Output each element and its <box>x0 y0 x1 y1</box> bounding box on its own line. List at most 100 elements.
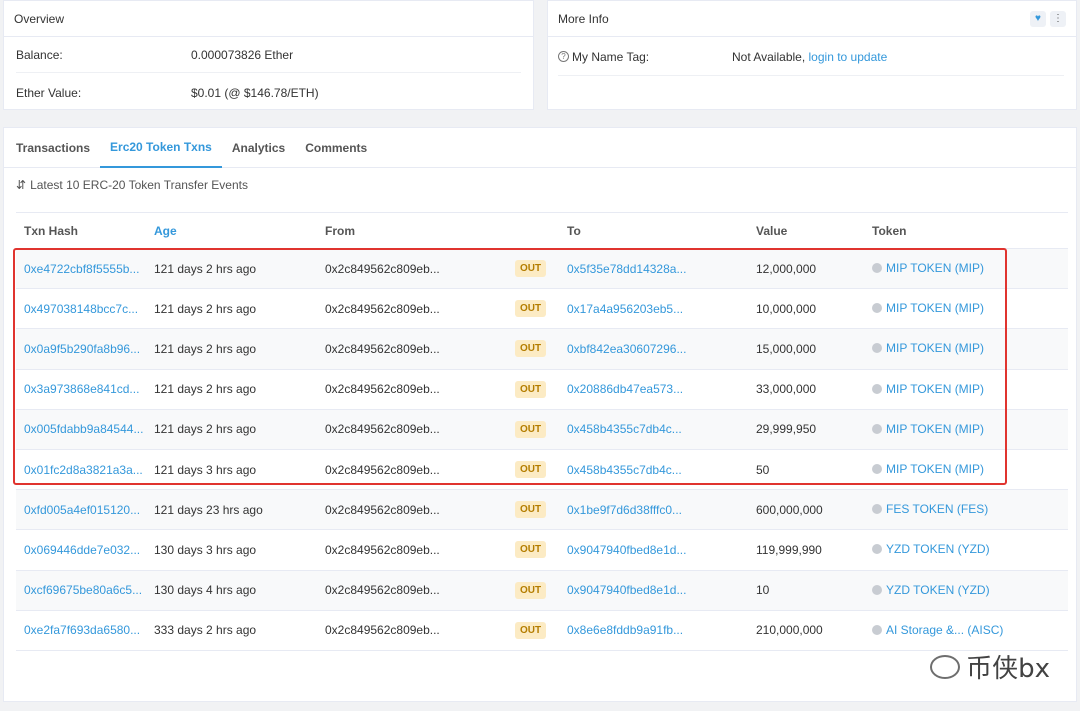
txn-hash-link[interactable]: 0x01fc2d8a3821a3a... <box>24 462 143 477</box>
age-cell-cell: 121 days 3 hrs ago <box>146 449 317 491</box>
to-address-link[interactable]: 0x1be9f7d6d38fffc0... <box>567 502 682 517</box>
heart-icon[interactable]: ♥ <box>1030 10 1046 27</box>
value-cell-cell: 15,000,000 <box>748 328 864 370</box>
direction-badge: OUT <box>515 420 547 438</box>
to-address-link[interactable]: 0x5f35e78dd14328a... <box>567 261 687 276</box>
from-address: 0x2c849562c809eb... <box>325 583 440 598</box>
table-header-row: Txn Hash Age From To Value Token <box>16 212 1068 249</box>
table-row: 0x069446dde7e032... 130 days 3 hrs ago 0x2… <box>16 529 1068 571</box>
to-address-link[interactable]: 0x17a4a956203eb5... <box>567 301 684 316</box>
txn-hash-link-cell: 0x069446dde7e032... <box>16 529 146 571</box>
tab-bar: Transactions Erc20 Token Txns Analytics … <box>4 128 1076 168</box>
token-name[interactable]: YZD TOKEN (YZD) <box>886 542 990 557</box>
value-cell: 10,000,000 <box>756 301 817 316</box>
name-tag-row: ? My Name Tag: Not Available, login to u… <box>558 38 1064 76</box>
token-name[interactable]: MIP TOKEN (MIP) <box>886 381 985 396</box>
token-link[interactable]: AI Storage &... (AISC) <box>872 623 1003 637</box>
tab-comments[interactable]: Comments <box>305 141 368 155</box>
to-address-link-cell: 0x8e6e8fddb9a91fb... <box>559 610 748 651</box>
ether-value-label: Ether Value: <box>16 86 82 100</box>
to-address-link[interactable]: 0xbf842ea30607296... <box>567 341 687 356</box>
txn-hash-link[interactable]: 0x0a9f5b290fa8b96... <box>24 341 141 356</box>
direction-badge-cell: OUT <box>507 610 559 651</box>
token-link-cell: FES TOKEN (FES) <box>864 489 1068 531</box>
age-cell: 121 days 23 hrs ago <box>154 502 263 517</box>
token-link[interactable]: YZD TOKEN (YZD) <box>872 542 990 556</box>
token-link[interactable]: MIP TOKEN (MIP) <box>872 301 984 315</box>
ether-value-row: Ether Value: $0.01 (@ $146.78/ETH) <box>16 75 521 111</box>
tab-analytics[interactable]: Analytics <box>231 141 286 155</box>
value-cell: 210,000,000 <box>756 623 823 638</box>
to-address-link[interactable]: 0x9047940fbed8e1d... <box>567 583 687 598</box>
token-name[interactable]: MIP TOKEN (MIP) <box>886 421 985 436</box>
token-link[interactable]: MIP TOKEN (MIP) <box>872 261 984 275</box>
direction-badge-cell: OUT <box>507 288 559 330</box>
token-name[interactable]: MIP TOKEN (MIP) <box>886 462 985 477</box>
tab-transactions[interactable]: Transactions <box>16 141 91 155</box>
to-address-link[interactable]: 0x458b4355c7db4c... <box>567 422 682 437</box>
more-vertical-icon[interactable]: ⋮ <box>1050 10 1066 27</box>
token-name[interactable]: MIP TOKEN (MIP) <box>886 341 985 356</box>
header-age[interactable]: Age <box>146 212 317 249</box>
from-address-cell: 0x2c849562c809eb... <box>317 409 507 450</box>
age-cell-cell: 121 days 2 hrs ago <box>146 288 317 330</box>
txn-hash-link[interactable]: 0x069446dde7e032... <box>24 542 141 557</box>
login-to-update-link[interactable]: login to update <box>808 49 888 64</box>
token-link[interactable]: MIP TOKEN (MIP) <box>872 382 984 396</box>
token-coin-icon <box>872 464 882 475</box>
direction-badge-cell: OUT <box>507 489 559 531</box>
token-link[interactable]: MIP TOKEN (MIP) <box>872 422 984 436</box>
txn-hash-link[interactable]: 0xe4722cbf8f5555b... <box>24 261 140 276</box>
table-row: 0xe4722cbf8f5555b... 121 days 2 hrs ago 0x… <box>16 248 1068 290</box>
txn-hash-link[interactable]: 0x005fdabb9a84544... <box>24 422 144 437</box>
value-cell-cell: 210,000,000 <box>748 610 864 651</box>
token-name[interactable]: MIP TOKEN (MIP) <box>886 301 985 316</box>
to-address-link-cell: 0x458b4355c7db4c... <box>559 449 748 491</box>
tab-erc20-token-txns[interactable]: Erc20 Token Txns <box>100 128 222 168</box>
txn-hash-link[interactable]: 0xfd005a4ef015120... <box>24 502 141 517</box>
txn-hash-link[interactable]: 0x3a973868e841cd... <box>24 382 140 397</box>
token-name[interactable]: MIP TOKEN (MIP) <box>886 261 985 276</box>
direction-badge: OUT <box>515 621 547 639</box>
token-link[interactable]: YZD TOKEN (YZD) <box>872 583 990 597</box>
token-coin-icon <box>872 303 882 314</box>
watermark-text: 币侠bx <box>966 654 1050 684</box>
from-address: 0x2c849562c809eb... <box>325 301 440 316</box>
token-coin-icon <box>872 343 882 354</box>
direction-badge-cell: OUT <box>507 409 559 450</box>
from-address-cell: 0x2c849562c809eb... <box>317 570 507 611</box>
token-link[interactable]: MIP TOKEN (MIP) <box>872 341 984 355</box>
token-coin-icon <box>872 584 882 595</box>
age-cell-cell: 121 days 2 hrs ago <box>146 369 317 410</box>
name-tag-label-wrap: ? My Name Tag: <box>558 50 732 64</box>
to-address-link[interactable]: 0x458b4355c7db4c... <box>567 462 682 477</box>
txn-hash-link[interactable]: 0xcf69675be80a6c5... <box>24 583 143 598</box>
txn-hash-link[interactable]: 0x497038148bcc7c... <box>24 301 139 316</box>
token-link[interactable]: MIP TOKEN (MIP) <box>872 462 984 476</box>
age-cell: 121 days 2 hrs ago <box>154 261 257 276</box>
token-name[interactable]: YZD TOKEN (YZD) <box>886 582 990 597</box>
to-address-link[interactable]: 0x8e6e8fddb9a91fb... <box>567 623 684 638</box>
table-row: 0x497038148bcc7c... 121 days 2 hrs ago 0x2… <box>16 288 1068 330</box>
to-address-link-cell: 0x20886db47ea573... <box>559 369 748 410</box>
to-address-link-cell: 0x17a4a956203eb5... <box>559 288 748 330</box>
age-cell-cell: 121 days 2 hrs ago <box>146 409 317 450</box>
from-address-cell: 0x2c849562c809eb... <box>317 328 507 370</box>
token-name[interactable]: AI Storage &... (AISC) <box>886 622 1004 637</box>
to-address-link-cell: 0x5f35e78dd14328a... <box>559 248 748 290</box>
to-address-link-cell: 0x9047940fbed8e1d... <box>559 570 748 611</box>
token-link[interactable]: FES TOKEN (FES) <box>872 502 988 516</box>
age-cell: 333 days 2 hrs ago <box>154 623 257 638</box>
token-coin-icon <box>872 504 882 515</box>
token-name[interactable]: FES TOKEN (FES) <box>886 502 989 517</box>
value-cell: 33,000,000 <box>756 382 817 397</box>
more-info-header: More Info ♥ ⋮ <box>548 1 1076 37</box>
txn-hash-link[interactable]: 0xe2fa7f693da6580... <box>24 623 141 638</box>
more-info-actions: ♥ ⋮ <box>1030 10 1066 27</box>
token-link-cell: MIP TOKEN (MIP) <box>864 409 1068 450</box>
to-address-link[interactable]: 0x9047940fbed8e1d... <box>567 542 687 557</box>
from-address-cell: 0x2c849562c809eb... <box>317 610 507 651</box>
token-link-cell: MIP TOKEN (MIP) <box>864 328 1068 370</box>
to-address-link-cell: 0x458b4355c7db4c... <box>559 409 748 450</box>
to-address-link[interactable]: 0x20886db47ea573... <box>567 382 684 397</box>
